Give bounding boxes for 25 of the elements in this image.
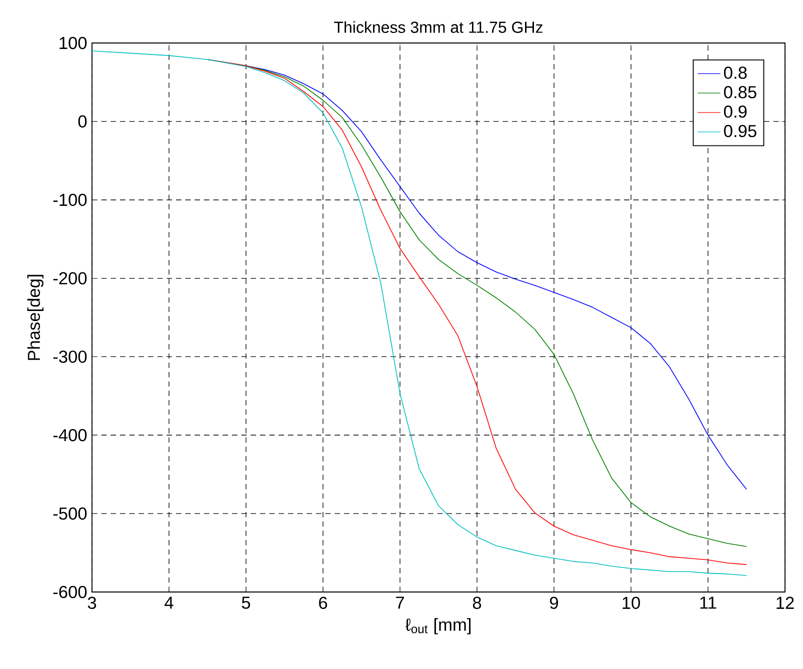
x-tick-label: 8 [472, 596, 482, 609]
x-axis-title: ℓ$_{out}$ [mm] [405, 618, 470, 634]
x-tick-label: 11 [700, 596, 716, 609]
y-tick-label: 100 [60, 36, 87, 50]
x-tick-label: 9 [550, 596, 558, 609]
legend-label: 0.8 [724, 66, 747, 79]
y-tick-label: -300 [53, 350, 87, 363]
x-tick-label: 3 [88, 596, 96, 609]
legend-label: 0.95 [724, 124, 756, 138]
y-tick-label: -500 [53, 507, 87, 520]
y-tick-label: 0 [78, 115, 87, 128]
y-tick-label: -100 [53, 194, 87, 206]
y-tick-label: -600 [53, 586, 87, 598]
legend-label: 0.9 [724, 105, 747, 118]
y-tick-label: -200 [53, 272, 87, 284]
y-tick-label: -400 [53, 429, 87, 442]
y-axis-title: Phase[deg] [27, 274, 44, 360]
x-tick-label: 10 [622, 596, 640, 609]
chart-title: Thickness 3mm at 11.75 GHz [334, 21, 542, 33]
legend-label: 0.85 [724, 86, 756, 98]
x-tick-label: 5 [242, 596, 250, 609]
x-tick-label: 7 [396, 596, 404, 609]
x-tick-label: 4 [164, 596, 174, 609]
x-tick-label: 6 [319, 596, 328, 609]
x-tick-label: 12 [776, 596, 794, 609]
